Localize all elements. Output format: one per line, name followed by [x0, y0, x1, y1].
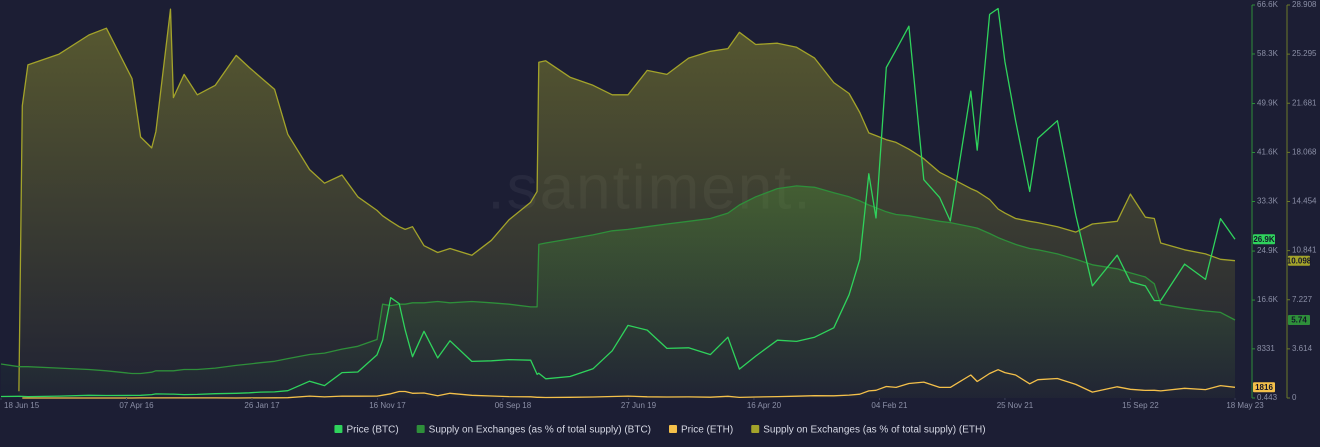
y-tick-label: 66.6K	[1257, 0, 1279, 9]
lines	[0, 7, 1236, 399]
legend: Price (BTC) Supply on Exchanges (as % of …	[334, 425, 986, 436]
y2-tick-label: 18.068	[1292, 147, 1317, 156]
series-line	[18, 8, 1236, 392]
x-tick-label: 27 Jun 19	[621, 401, 657, 410]
y-tick-label: 24.9K	[1257, 246, 1279, 255]
y2-tick-label: 7.227	[1292, 295, 1313, 304]
x-tick-label: 18 Jun 15	[4, 401, 40, 410]
x-tick-label: 18 May 23	[1226, 401, 1264, 410]
series-area	[18, 9, 1235, 398]
y2-tick-label: 3.614	[1292, 344, 1313, 353]
y2-tick-label: 21.681	[1292, 98, 1317, 107]
x-tick-label: 16 Nov 17	[369, 401, 406, 410]
y-tick-label: 0.443	[1257, 393, 1278, 402]
x-tick-label: 06 Sep 18	[495, 401, 532, 410]
y2-tick-label: 10.841	[1292, 246, 1317, 255]
y-tick-label: 16.6K	[1257, 295, 1279, 304]
legend-swatch	[751, 425, 760, 433]
last-value-badge	[1253, 382, 1275, 393]
x-tick-label: 15 Sep 22	[1122, 401, 1159, 410]
axes: 18 Jun 15 07 Apr 16 26 Jan 17 16 Nov 17 06 S…	[0, 0, 1317, 410]
y2-tick-label: 14.454	[1292, 197, 1317, 206]
x-tick-label: 25 Nov 21	[997, 401, 1034, 410]
x-tick-label: 26 Jan 17	[244, 401, 280, 410]
x-tick-label: 16 Apr 20	[747, 401, 782, 410]
areas	[1, 9, 1235, 398]
x-tick-label: 07 Apr 16	[119, 401, 154, 410]
y-tick-label: 8331	[1257, 344, 1275, 353]
legend-swatch	[669, 425, 677, 433]
x-tick-label: 04 Feb 21	[871, 401, 908, 410]
last-value-label: 26.9K	[1253, 235, 1275, 244]
legend-swatch	[416, 425, 425, 433]
y-tick-label: 41.6K	[1257, 148, 1279, 157]
series-line	[0, 185, 1236, 375]
legend-label: Supply on Exchanges (as % of total suppl…	[429, 425, 651, 436]
last-value-badge	[1288, 255, 1310, 266]
y-tick-label: 49.9K	[1257, 99, 1279, 108]
last-value-label: 5.74	[1291, 316, 1307, 325]
last-value-badge	[1253, 234, 1275, 245]
last-value-label: 10.098	[1287, 256, 1312, 265]
y2-tick-label: 0	[1292, 393, 1297, 402]
y-tick-label: 58.3K	[1257, 49, 1279, 58]
legend-label: Price (BTC)	[346, 425, 398, 436]
y2-tick-label: 25.295	[1292, 49, 1317, 58]
y-tick-label: 33.3K	[1257, 197, 1279, 206]
legend-label: Supply on Exchanges (as % of total suppl…	[763, 425, 985, 436]
last-value-label: 1816	[1255, 383, 1273, 392]
series-line	[22, 369, 1236, 399]
legend-label: Price (ETH)	[681, 425, 733, 436]
series-line	[0, 7, 1236, 398]
legend-swatch	[334, 425, 343, 433]
y2-tick-label: 28.908	[1292, 0, 1317, 9]
last-value-badge	[1288, 314, 1310, 325]
